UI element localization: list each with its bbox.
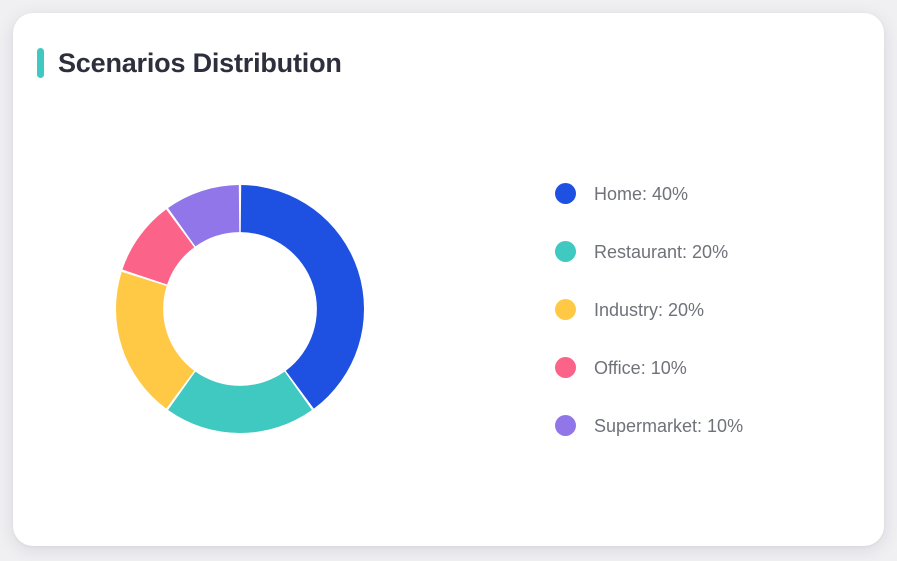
legend-label: Supermarket: 10% (594, 415, 744, 436)
donut-chart-svg (116, 184, 364, 433)
chart-legend: Home: 40% Restaurant: 20% Industry: 20% Off… (555, 183, 743, 437)
donut-slice-supermarket[interactable] (168, 184, 240, 246)
card-header: Scenarios Distribution (37, 48, 342, 78)
legend-item-restaurant[interactable]: Restaurant: 20% (555, 241, 743, 263)
legend-color-dot-home (555, 183, 576, 204)
legend-item-office[interactable]: Office: 10% (555, 357, 743, 379)
legend-label: Industry: 20% (594, 299, 705, 320)
chart-body: Home: 40% Restaurant: 20% Industry: 20% Off… (13, 83, 884, 546)
legend-item-supermarket[interactable]: Supermarket: 10% (555, 415, 743, 437)
legend-color-dot-office (555, 357, 576, 378)
legend-label: Office: 10% (594, 357, 687, 378)
legend-item-industry[interactable]: Industry: 20% (555, 299, 743, 321)
legend-color-dot-restaurant (555, 241, 576, 262)
title-accent-bar (37, 48, 44, 78)
legend-label: Restaurant: 20% (594, 241, 729, 262)
donut-slice-home[interactable] (240, 184, 364, 409)
donut-slice-office[interactable] (122, 208, 195, 285)
legend-item-home[interactable]: Home: 40% (555, 183, 743, 205)
donut-chart (13, 83, 443, 546)
donut-slice-industry[interactable] (116, 271, 195, 409)
page-title: Scenarios Distribution (58, 47, 342, 78)
legend-color-dot-supermarket (555, 415, 576, 436)
scenarios-distribution-card: Scenarios Distribution Home: 40% Restaura… (13, 13, 884, 546)
legend-label: Home: 40% (594, 183, 689, 204)
legend-color-dot-industry (555, 299, 576, 320)
donut-slice-restaurant[interactable] (168, 371, 312, 433)
